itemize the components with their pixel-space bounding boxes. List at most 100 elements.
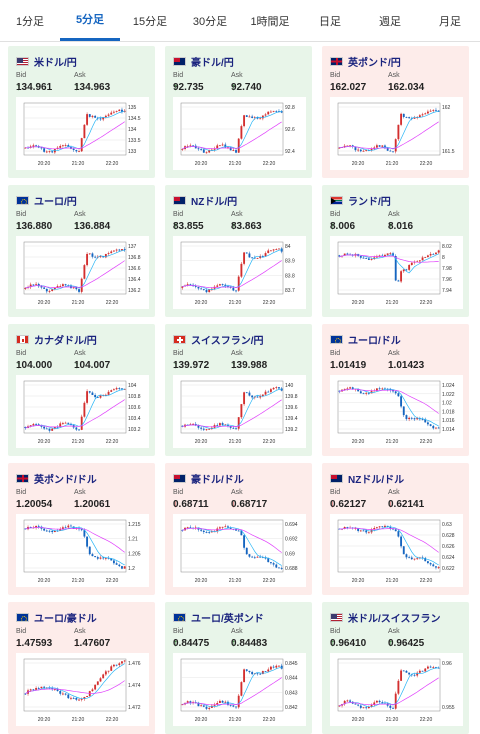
candle-body bbox=[227, 701, 229, 705]
x-tick-label: 22:20 bbox=[263, 300, 276, 306]
currency-card[interactable]: NZドル/円 Bid Ask ↑ 83.855 ↑ 83.863 84 83.9 83.8 83.7… bbox=[165, 185, 312, 317]
chart-frame bbox=[23, 519, 127, 573]
tab-6[interactable]: 週足 bbox=[379, 15, 401, 28]
arrow-down-icon: ↓ bbox=[16, 638, 21, 649]
currency-card[interactable]: スイスフラン/円 Bid Ask ↑ 139.972 ↑ 139.988 140 139.8 13… bbox=[165, 324, 312, 456]
chart-container[interactable]: 104 103.8 103.6 103.4 103.2 20:20 21:20 22:20 bbox=[16, 375, 149, 448]
currency-card[interactable]: 英ポンド/円 Bid Ask ↓ 162.027 ↓ 162.034 162 161.5 20:2… bbox=[322, 46, 469, 178]
arrow-up-icon: ↑ bbox=[173, 221, 178, 232]
pair-name[interactable]: 米ドル/円 bbox=[34, 57, 77, 69]
candle-body bbox=[224, 526, 227, 528]
candle-body bbox=[200, 529, 203, 531]
candle-body bbox=[429, 253, 432, 256]
tab-1[interactable]: 5分足 bbox=[60, 0, 120, 41]
chart-container[interactable]: 140 139.8 139.6 139.4 139.2 20:20 21:20 22:20 bbox=[173, 375, 306, 448]
candle-body bbox=[83, 530, 86, 537]
bid-label: Bid bbox=[330, 489, 341, 496]
candle-body bbox=[112, 111, 115, 113]
x-tick-label: 20:20 bbox=[38, 161, 51, 167]
pair-name[interactable]: ランド/円 bbox=[348, 196, 391, 208]
chart-container[interactable]: 1.215 1.21 1.205 1.2 20:20 21:20 22:20 bbox=[16, 514, 149, 587]
chart-container[interactable]: 0.694 0.692 0.69 0.688 20:20 21:20 22:20 bbox=[173, 514, 306, 587]
pair-name[interactable]: 米ドル/スイスフラン bbox=[348, 613, 441, 625]
chart-container[interactable]: 92.8 92.6 92.4 20:20 21:20 22:20 bbox=[173, 97, 306, 170]
pair-name[interactable]: NZドル/ドル bbox=[348, 474, 405, 486]
tab-2[interactable]: 15分足 bbox=[132, 15, 168, 28]
pair-name[interactable]: カナダドル/円 bbox=[34, 335, 97, 347]
candle-body bbox=[208, 149, 211, 153]
candle-body bbox=[421, 257, 424, 261]
candle-body bbox=[40, 286, 43, 288]
currency-card[interactable]: ユーロ/豪ドル Bid Ask ↓ 1.47593 ↓ 1.47607 1.476 1.474 1… bbox=[8, 602, 155, 734]
ask-label: Ask bbox=[388, 489, 400, 496]
bid-value: 8.006 bbox=[330, 221, 356, 232]
candle-body bbox=[424, 557, 427, 562]
pair-name[interactable]: 英ポンド/円 bbox=[348, 57, 401, 69]
candle-body bbox=[402, 269, 405, 272]
chart-container[interactable]: 8.02 8 7.98 7.96 7.94 20:20 21:20 22:20 bbox=[330, 236, 463, 309]
chart-container[interactable]: 137 136.8 136.6 136.4 136.2 20:20 21:20 22:20 bbox=[16, 236, 149, 309]
candle-body bbox=[104, 254, 107, 258]
candle-body bbox=[343, 145, 346, 148]
candle-body bbox=[189, 527, 192, 529]
pair-name[interactable]: ユーロ/豪ドル bbox=[34, 613, 97, 625]
pair-name[interactable]: NZドル/円 bbox=[191, 196, 238, 208]
chart-container[interactable]: 0.63 0.628 0.626 0.624 0.622 20:20 21:20 22:20 bbox=[330, 514, 463, 587]
currency-card[interactable]: 米ドル/円 Bid Ask ↑ 134.961 ↑ 134.963 135 134.5 134 13… bbox=[8, 46, 155, 178]
candle-body bbox=[197, 286, 200, 289]
candle-body bbox=[99, 557, 102, 559]
chart-container[interactable]: 1.024 1.022 1.02 1.018 1.016 1.014 20:20 21:20 2… bbox=[330, 375, 463, 448]
pair-name[interactable]: 豪ドル/ドル bbox=[191, 474, 244, 486]
tab-7[interactable]: 月足 bbox=[439, 15, 461, 28]
candle-body bbox=[384, 254, 386, 257]
currency-card[interactable]: 米ドル/スイスフラン Bid Ask ↑ 0.96410 ↑ 0.96425 0.96 0.95… bbox=[322, 602, 469, 734]
chart-container[interactable]: 0.845 0.844 0.843 0.842 20:20 21:20 22:20 bbox=[173, 653, 306, 726]
currency-card[interactable]: 豪ドル/ドル Bid Ask ↓ 0.68711 ↓ 0.68717 0.694 0.692 0.… bbox=[165, 463, 312, 595]
candle-body bbox=[367, 258, 370, 260]
bid-value: 1.01419 bbox=[330, 360, 367, 371]
pair-name[interactable]: 豪ドル/円 bbox=[191, 57, 234, 69]
currency-card[interactable]: ユーロ/円 Bid Ask ↑ 136.880 ↑ 136.884 137 136.8 136.6… bbox=[8, 185, 155, 317]
chart-container[interactable]: 135 134.5 134 133.5 133 20:20 21:20 22:20 bbox=[16, 97, 149, 170]
x-tick-label: 21:20 bbox=[386, 578, 399, 584]
currency-card[interactable]: ユーロ/ドル Bid Ask ↓ 1.01419 ↓ 1.01423 1.024 1.022 1.… bbox=[322, 324, 469, 456]
tab-3[interactable]: 30分足 bbox=[192, 15, 228, 28]
price-chart: 162 161.5 20:20 21:20 22:20 bbox=[337, 102, 455, 167]
candle-body bbox=[115, 111, 118, 112]
ma-short-line bbox=[25, 526, 125, 566]
candle-body bbox=[365, 258, 368, 259]
currency-card[interactable]: ユーロ/英ポンド Bid Ask ↑ 0.84475 ↑ 0.84483 0.845 0.844… bbox=[165, 602, 312, 734]
candle-body bbox=[235, 428, 237, 430]
pair-name[interactable]: 英ポンド/ドル bbox=[34, 474, 97, 486]
y-tick-label: 103.2 bbox=[128, 427, 141, 433]
candle-body bbox=[80, 529, 83, 531]
candle-body bbox=[235, 290, 237, 292]
candle-body bbox=[104, 671, 107, 675]
candle-body bbox=[232, 427, 235, 429]
currency-card[interactable]: 英ポンド/ドル Bid Ask ↓ 1.20054 ↓ 1.20061 1.215 1.21 1.… bbox=[8, 463, 155, 595]
candle-body bbox=[32, 145, 35, 147]
chart-container[interactable]: 1.476 1.474 1.472 20:20 21:20 22:20 bbox=[16, 653, 149, 726]
pair-name[interactable]: ユーロ/英ポンド bbox=[191, 613, 264, 625]
pair-name[interactable]: ユーロ/ドル bbox=[348, 335, 401, 347]
card-header: 英ポンド/円 bbox=[330, 54, 401, 69]
currency-card[interactable]: カナダドル/円 Bid Ask ↑ 104.000 ↑ 104.007 104 103.8 103… bbox=[8, 324, 155, 456]
currency-card[interactable]: 豪ドル/円 Bid Ask ↑ 92.735 ↑ 92.740 92.8 92.6 92.4 20:… bbox=[165, 46, 312, 178]
pair-name[interactable]: スイスフラン/円 bbox=[191, 335, 264, 347]
tab-5[interactable]: 日足 bbox=[319, 15, 341, 28]
y-tick-label: 1.2 bbox=[128, 566, 135, 572]
chart-container[interactable]: 84 83.9 83.8 83.7 20:20 21:20 22:20 bbox=[173, 236, 306, 309]
candle-body bbox=[346, 388, 349, 390]
chart-container[interactable]: 162 161.5 20:20 21:20 22:20 bbox=[330, 97, 463, 170]
pair-name[interactable]: ユーロ/円 bbox=[34, 196, 77, 208]
currency-card[interactable]: ランド/円 Bid Ask ↑ 8.006 ↑ 8.016 8.02 8 7.98 7.96 7.94… bbox=[322, 185, 469, 317]
candle-body bbox=[267, 558, 270, 563]
chart-container[interactable]: 0.96 0.955 20:20 21:20 22:20 bbox=[330, 653, 463, 726]
tab-0[interactable]: 1分足 bbox=[15, 15, 45, 28]
card-header: 豪ドル/円 bbox=[173, 54, 234, 69]
tab-4[interactable]: 1時間足 bbox=[250, 15, 290, 28]
candle-body bbox=[104, 115, 107, 118]
candle-body bbox=[432, 564, 435, 567]
candle-body bbox=[61, 145, 64, 147]
currency-card[interactable]: NZドル/ドル Bid Ask ↓ 0.62127 ↓ 0.62141 0.63 0.628 0.… bbox=[322, 463, 469, 595]
